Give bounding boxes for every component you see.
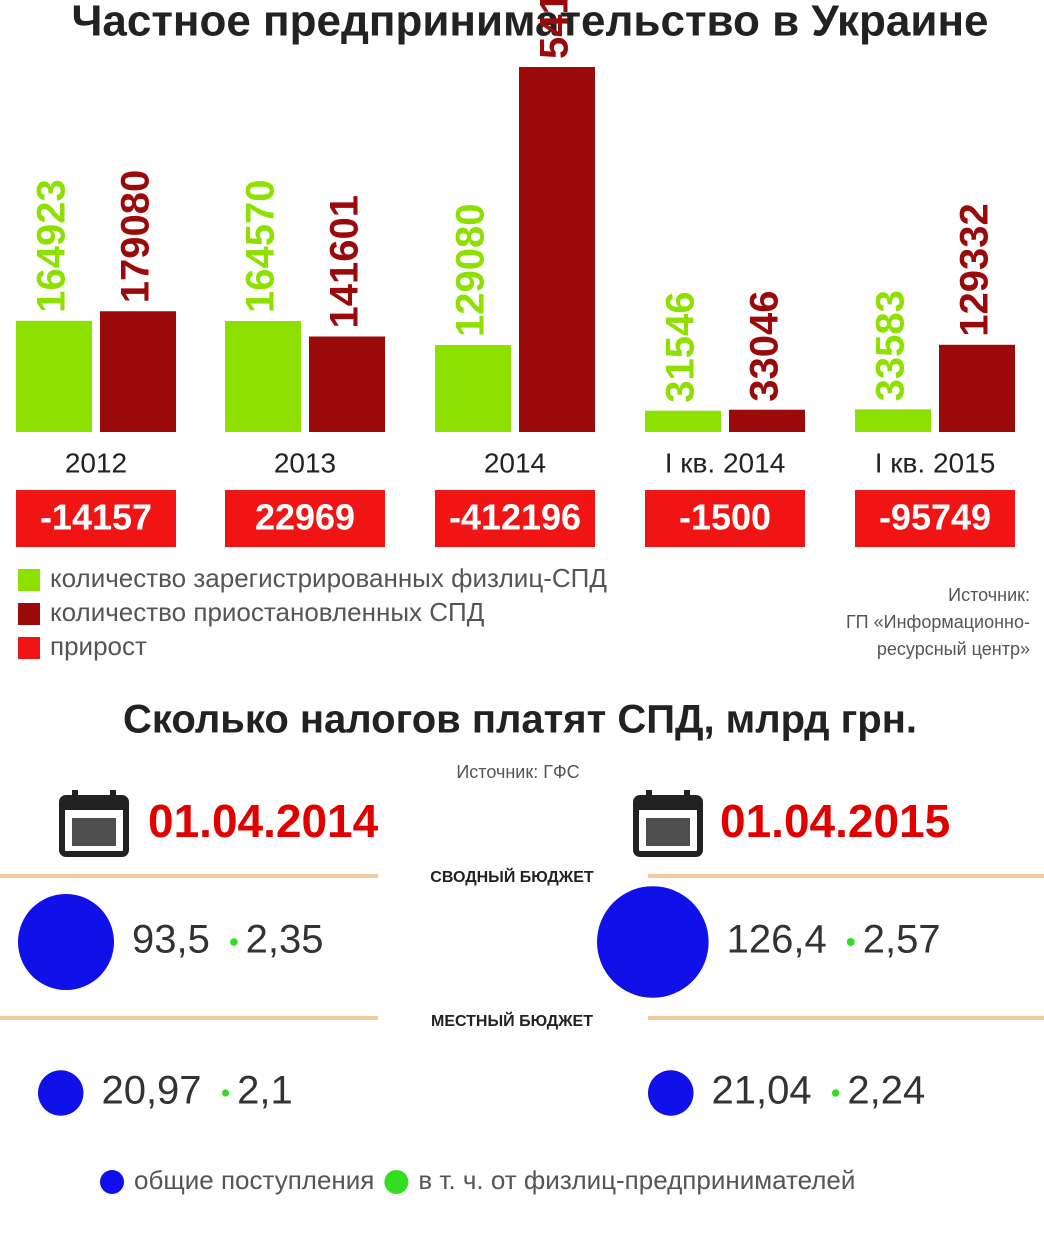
value-label: 20,97 <box>101 1069 201 1113</box>
legend-label: количество приостановленных СПД <box>50 597 485 627</box>
bar <box>16 320 92 432</box>
chart-title: Частное предпринимательство в Украине <box>71 0 988 46</box>
value-label: 179080 <box>114 170 158 303</box>
bar <box>100 311 176 432</box>
calendar-icon <box>59 790 129 857</box>
x-tick-label: I кв. 2015 <box>875 447 996 478</box>
bubble <box>230 938 238 946</box>
growth-label: 22969 <box>255 497 355 538</box>
legend-swatch <box>100 1170 124 1194</box>
bar <box>939 344 1015 432</box>
legend-swatch <box>18 569 40 591</box>
bubble <box>648 1070 694 1116</box>
value-label: 129080 <box>449 203 493 336</box>
bar <box>309 336 385 432</box>
legend-swatch <box>384 1170 409 1194</box>
value-label: 129332 <box>953 203 997 336</box>
legend-label: общие поступления <box>134 1165 374 1195</box>
group-label: МЕСТНЫЙ БЮДЖЕТ <box>431 1011 593 1030</box>
bar <box>645 410 721 432</box>
legend-label: прирост <box>50 631 147 661</box>
growth-box <box>225 490 385 547</box>
bar <box>855 409 931 432</box>
growth-box <box>855 490 1015 547</box>
value-label: 33046 <box>743 290 787 401</box>
growth-box <box>16 490 176 547</box>
value-label: 2,35 <box>246 918 324 962</box>
value-label: 541276 <box>533 0 577 59</box>
group-label: СВОДНЫЙ БЮДЖЕТ <box>430 867 594 886</box>
bar <box>729 409 805 432</box>
bubble <box>221 1089 230 1097</box>
bar <box>225 321 301 432</box>
bar <box>519 67 595 432</box>
value-label: 2,57 <box>863 918 941 962</box>
date-label: 01.04.2015 <box>720 795 950 847</box>
growth-label: -412196 <box>449 497 581 538</box>
legend-label: количество зарегистрированных физлиц-СПД <box>50 563 607 593</box>
bar <box>435 344 511 432</box>
growth-label: -1500 <box>679 497 771 538</box>
value-label: 93,5 <box>132 918 210 962</box>
value-label: 164570 <box>239 180 283 313</box>
bubble <box>38 1070 84 1116</box>
source: Источник: ГФС <box>456 762 579 782</box>
growth-box <box>435 490 595 547</box>
chart-title: Сколько налогов платят СПД, млрд грн. <box>123 698 917 742</box>
source: Источник: <box>948 585 1030 605</box>
value-label: 2,24 <box>847 1069 925 1113</box>
bubble <box>831 1089 840 1097</box>
growth-box <box>645 490 805 547</box>
bubble <box>18 894 114 990</box>
legend-swatch <box>18 603 40 625</box>
legend-swatch <box>18 637 40 659</box>
x-tick-label: 2013 <box>274 447 336 478</box>
value-label: 164923 <box>30 179 74 312</box>
value-label: 33583 <box>869 290 913 401</box>
x-tick-label: I кв. 2014 <box>665 447 786 478</box>
value-label: 126,4 <box>727 918 827 962</box>
bubble <box>846 938 855 946</box>
source: ресурсный центр» <box>877 639 1030 659</box>
divider <box>0 874 1044 1020</box>
growth-label: -95749 <box>879 497 991 538</box>
x-tick-label: 2012 <box>65 447 127 478</box>
date-label: 01.04.2014 <box>148 795 379 847</box>
value-label: 2,1 <box>237 1069 293 1113</box>
value-label: 141601 <box>323 195 367 328</box>
source: ГП «Информационно- <box>846 612 1030 632</box>
growth-label: -14157 <box>40 497 152 538</box>
calendar-icon <box>633 790 703 857</box>
bubble <box>597 886 709 998</box>
value-label: 21,04 <box>712 1069 812 1113</box>
value-label: 31546 <box>659 291 703 402</box>
legend-label: в т. ч. от физлиц-предпринимателей <box>418 1165 855 1195</box>
x-tick-label: 2014 <box>484 447 546 478</box>
